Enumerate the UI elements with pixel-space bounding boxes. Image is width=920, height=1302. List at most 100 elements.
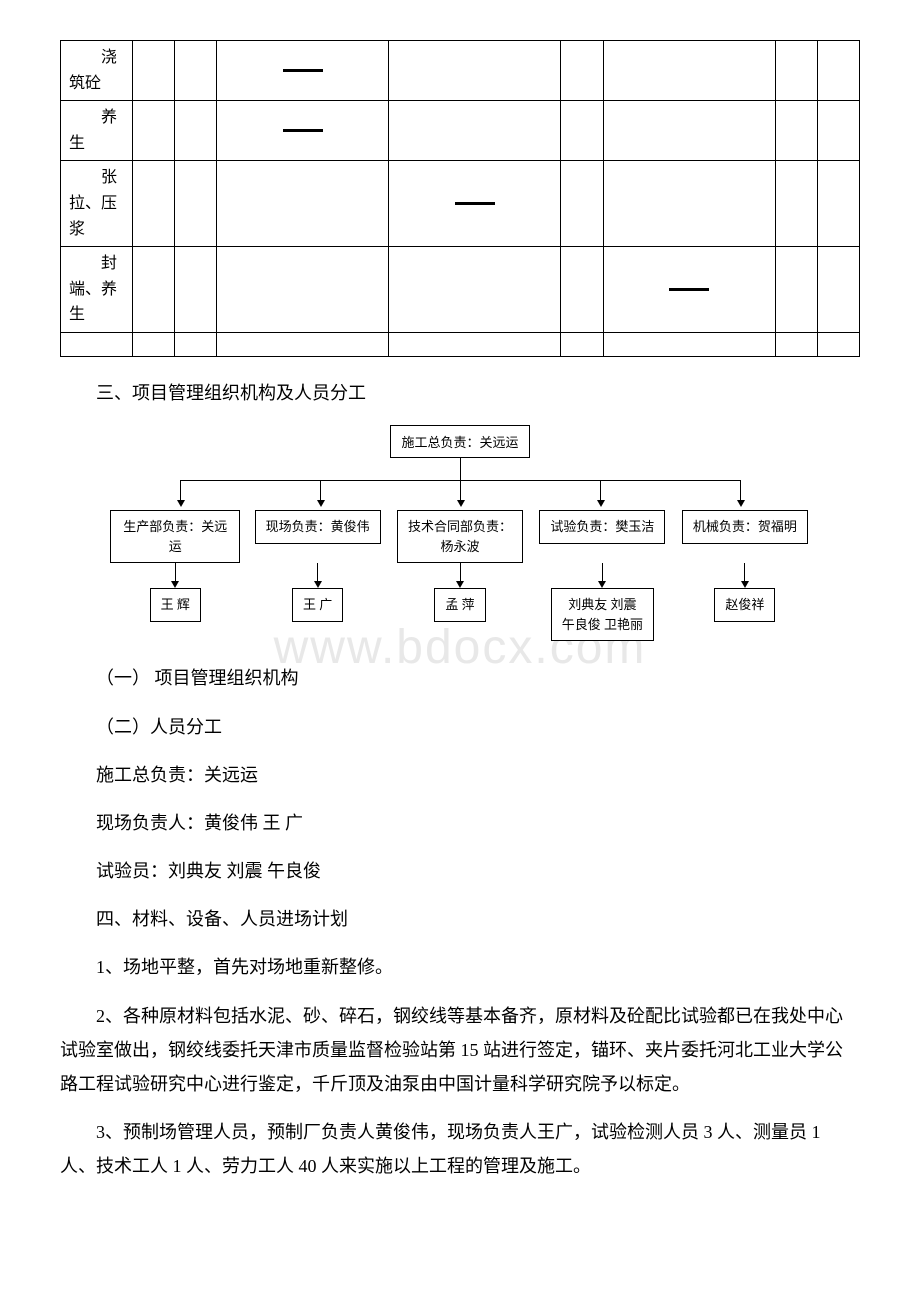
org-level2-box: 机械负责：贺福明 <box>682 510 808 544</box>
org-connector-line <box>602 563 603 581</box>
org-connector-stub <box>460 480 461 500</box>
gantt-cell <box>775 247 817 333</box>
org-level2-item: 现场负责：黄俊伟 <box>252 510 382 563</box>
org-level2-box: 生产部负责：关远运 <box>110 510 240 563</box>
gantt-cell <box>133 41 175 101</box>
gantt-row-label: 封端、养生 <box>61 247 133 333</box>
org-level3-row: 王 辉 王 广 孟 萍 刘典友 刘震午良俊 卫艳丽 赵俊祥 <box>110 563 810 641</box>
org-level2-box: 现场负责：黄俊伟 <box>255 510 381 544</box>
org-level2-item: 机械负责：贺福明 <box>680 510 810 563</box>
org-level3-item: 王 辉 <box>110 563 240 641</box>
gantt-cell <box>561 247 603 333</box>
org-connector-line <box>317 563 318 581</box>
gantt-cell <box>561 41 603 101</box>
para-5: 试验员：刘典友 刘震 午良俊 <box>60 854 860 888</box>
gantt-cell <box>217 332 389 356</box>
gantt-cell <box>175 161 217 247</box>
gantt-cell <box>389 101 561 161</box>
gantt-cell <box>561 332 603 356</box>
org-chart: 施工总负责：关远运 生产部负责：关远运现场负责：黄俊伟技术合同部负责：杨永波试验… <box>110 425 810 641</box>
org-top-box: 施工总负责：关远运 <box>390 425 529 458</box>
org-level3-box: 王 辉 <box>150 588 201 622</box>
gantt-cell <box>817 332 859 356</box>
org-level2-box: 试验负责：樊玉洁 <box>539 510 665 544</box>
gantt-cell <box>603 161 775 247</box>
org-connector-stub <box>600 480 601 500</box>
org-arrow-icon <box>737 500 745 507</box>
gantt-cell <box>133 161 175 247</box>
gantt-cell <box>817 161 859 247</box>
gantt-cell <box>389 41 561 101</box>
gantt-cell <box>133 247 175 333</box>
org-arrow-icon <box>741 581 749 588</box>
gantt-cell <box>561 101 603 161</box>
gantt-cell <box>217 41 389 101</box>
org-arrow-icon <box>171 581 179 588</box>
gantt-bar <box>669 288 709 291</box>
gantt-cell <box>389 161 561 247</box>
para-1: （一） 项目管理组织机构 <box>60 661 860 695</box>
gantt-cell <box>175 41 217 101</box>
gantt-cell <box>603 332 775 356</box>
gantt-table: 浇筑砼养生张拉、压浆封端、养生 <box>60 40 860 357</box>
org-connector-stub <box>740 480 741 500</box>
org-level2-item: 试验负责：樊玉洁 <box>537 510 667 563</box>
gantt-cell <box>175 332 217 356</box>
org-connector-stub <box>180 480 181 500</box>
para-2: （二）人员分工 <box>60 710 860 744</box>
gantt-cell <box>775 161 817 247</box>
org-connector <box>110 480 810 510</box>
org-arrow-icon <box>457 500 465 507</box>
para-8: 3、预制场管理人员，预制厂负责人黄俊伟，现场负责人王广，试验检测人员 3 人、测… <box>60 1115 860 1183</box>
gantt-row-label: 张拉、压浆 <box>61 161 133 247</box>
gantt-cell <box>817 101 859 161</box>
org-arrow-icon <box>598 581 606 588</box>
org-connector-line <box>460 563 461 581</box>
gantt-cell <box>603 247 775 333</box>
org-level2-box: 技术合同部负责：杨永波 <box>397 510 523 563</box>
gantt-cell <box>217 247 389 333</box>
org-arrow-icon <box>314 581 322 588</box>
gantt-bar <box>283 129 323 132</box>
gantt-cell <box>775 101 817 161</box>
org-level3-item: 赵俊祥 <box>680 563 810 641</box>
gantt-cell <box>603 41 775 101</box>
org-level2-row: 生产部负责：关远运现场负责：黄俊伟技术合同部负责：杨永波试验负责：樊玉洁机械负责… <box>110 510 810 563</box>
org-connector-line <box>175 563 176 581</box>
gantt-row-label: 浇筑砼 <box>61 41 133 101</box>
para-4: 现场负责人：黄俊伟 王 广 <box>60 806 860 840</box>
para-3: 施工总负责：关远运 <box>60 758 860 792</box>
org-level3-item: 孟 萍 <box>395 563 525 641</box>
gantt-cell <box>561 161 603 247</box>
org-connector-stub <box>320 480 321 500</box>
gantt-cell <box>389 332 561 356</box>
gantt-cell <box>775 41 817 101</box>
gantt-row-label: 养生 <box>61 101 133 161</box>
gantt-cell <box>175 247 217 333</box>
gantt-cell <box>133 332 175 356</box>
gantt-cell <box>817 247 859 333</box>
org-level3-box: 王 广 <box>292 588 343 622</box>
org-level3-box: 刘典友 刘震午良俊 卫艳丽 <box>551 588 654 641</box>
section3-heading: 三、项目管理组织机构及人员分工 <box>60 377 860 409</box>
gantt-cell <box>817 41 859 101</box>
gantt-cell <box>603 101 775 161</box>
org-level2-item: 生产部负责：关远运 <box>110 510 240 563</box>
org-arrow-icon <box>597 500 605 507</box>
gantt-cell <box>775 332 817 356</box>
org-connector-line <box>744 563 745 581</box>
org-arrow-icon <box>177 500 185 507</box>
gantt-cell <box>217 161 389 247</box>
org-level3-item: 刘典友 刘震午良俊 卫艳丽 <box>537 563 667 641</box>
org-level3-box: 孟 萍 <box>434 588 485 622</box>
org-arrow-icon <box>317 500 325 507</box>
para-7: 2、各种原材料包括水泥、砂、碎石，钢绞线等基本备齐，原材料及砼配比试验都已在我处… <box>60 999 860 1102</box>
para-6: 1、场地平整，首先对场地重新整修。 <box>60 950 860 984</box>
gantt-cell <box>133 101 175 161</box>
org-level3-box: 赵俊祥 <box>714 588 775 622</box>
org-level2-item: 技术合同部负责：杨永波 <box>395 510 525 563</box>
gantt-bar <box>283 69 323 72</box>
gantt-cell <box>389 247 561 333</box>
gantt-cell <box>217 101 389 161</box>
gantt-bar <box>455 202 495 205</box>
